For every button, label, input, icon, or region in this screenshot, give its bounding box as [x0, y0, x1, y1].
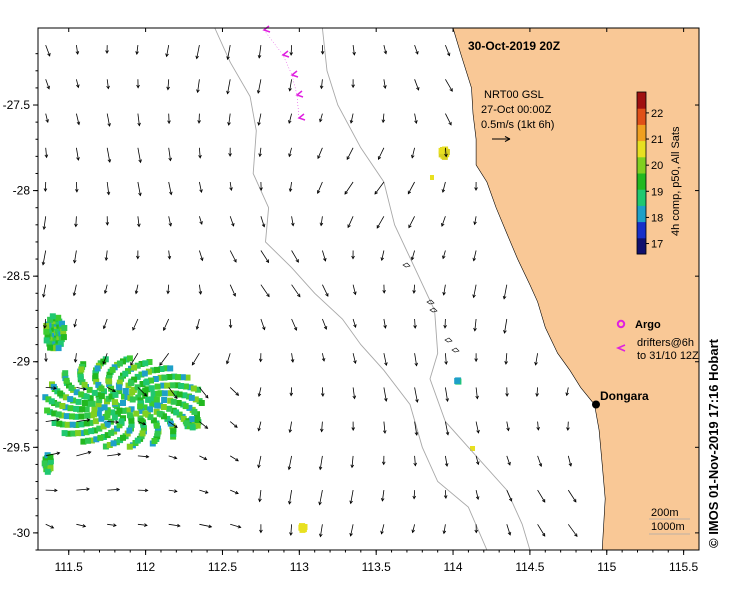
bathymetry-legend: 200m 1000m	[649, 507, 690, 535]
y-tick-label: -29	[13, 355, 31, 369]
y-axis: -27.5 -28 -28.5 -29 -29.5 -30	[3, 53, 699, 551]
colorbar-tick-label: 20	[651, 160, 663, 172]
argo-icon	[616, 319, 626, 329]
colorbar-label: 4h comp, p50, All Sats	[670, 126, 682, 236]
drifters-period: to 31/10 12Z	[637, 350, 699, 362]
dongara-marker: Dongara	[592, 389, 649, 409]
x-tick-label: 113	[290, 560, 309, 574]
y-tick-label: -29.5	[3, 440, 31, 454]
x-tick-label: 112.5	[208, 560, 237, 574]
bathymetry-contours	[214, 27, 531, 551]
y-tick-label: -30	[13, 526, 31, 540]
abrolhos-islands	[402, 262, 460, 353]
bathy-1000m-label: 1000m	[651, 521, 685, 533]
argo-legend: Argo	[616, 319, 661, 331]
y-tick-label: -28.5	[3, 269, 31, 283]
colorbar-tick-label: 22	[651, 108, 663, 120]
current-vectors	[41, 44, 578, 538]
sst-colorbar: 17 18 19 20 21 22	[636, 91, 663, 255]
plot-frame	[37, 27, 700, 551]
x-tick-label: 114	[443, 560, 462, 574]
colorbar-tick-label: 17	[651, 239, 663, 251]
credit-text: © IMOS 01-Nov-2019 17:16 Hobart	[706, 339, 721, 548]
x-tick-label: 115.5	[669, 560, 698, 574]
sst-patches	[41, 146, 475, 533]
legend-date: 27-Oct 00:00Z	[481, 104, 552, 116]
x-axis: 111.5 112 112.5 113 113.5 114 114.5 115 115.5	[55, 28, 699, 574]
x-tick-label: 111.5	[55, 560, 84, 574]
x-tick-label: 113.5	[362, 560, 391, 574]
x-tick-label: 112	[136, 560, 155, 574]
colorbar-tick-label: 21	[651, 134, 663, 146]
place-label: Dongara	[600, 389, 649, 403]
drifter-arrow-icon	[615, 344, 626, 352]
legend-speed: 0.5m/s (1kt 6h)	[481, 119, 554, 131]
argo-label: Argo	[635, 319, 661, 331]
drifter-track	[262, 25, 306, 121]
drifters-label: drifters@6h	[637, 337, 694, 349]
colorbar-tick-label: 18	[651, 212, 663, 224]
plot-area	[38, 25, 700, 551]
y-tick-label: -28	[13, 184, 31, 198]
y-tick-label: -27.5	[3, 98, 31, 112]
drifters-legend: drifters@6h to 31/10 12Z	[615, 337, 699, 362]
map-title: 30-Oct-2019 20Z	[468, 39, 560, 53]
bathy-200m-label: 200m	[651, 507, 679, 519]
x-tick-label: 115	[597, 560, 616, 574]
colorbar-tick-label: 19	[651, 186, 663, 198]
location-dot-icon	[592, 400, 600, 409]
x-tick-label: 114.5	[515, 560, 544, 574]
current-legend: NRT00 GSL 27-Oct 00:00Z 0.5m/s (1kt 6h)	[481, 89, 554, 142]
legend-model: NRT00 GSL	[484, 89, 544, 101]
